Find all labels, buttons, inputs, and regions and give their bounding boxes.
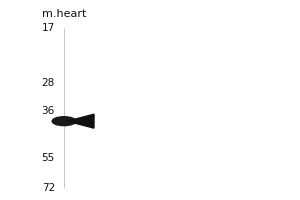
Text: m.heart: m.heart	[42, 9, 86, 19]
Text: 17: 17	[42, 23, 55, 33]
Text: 28: 28	[42, 78, 55, 88]
Text: 72: 72	[42, 183, 55, 193]
Circle shape	[52, 117, 76, 126]
Polygon shape	[67, 114, 94, 128]
Text: 55: 55	[42, 153, 55, 163]
Text: 36: 36	[42, 106, 55, 116]
